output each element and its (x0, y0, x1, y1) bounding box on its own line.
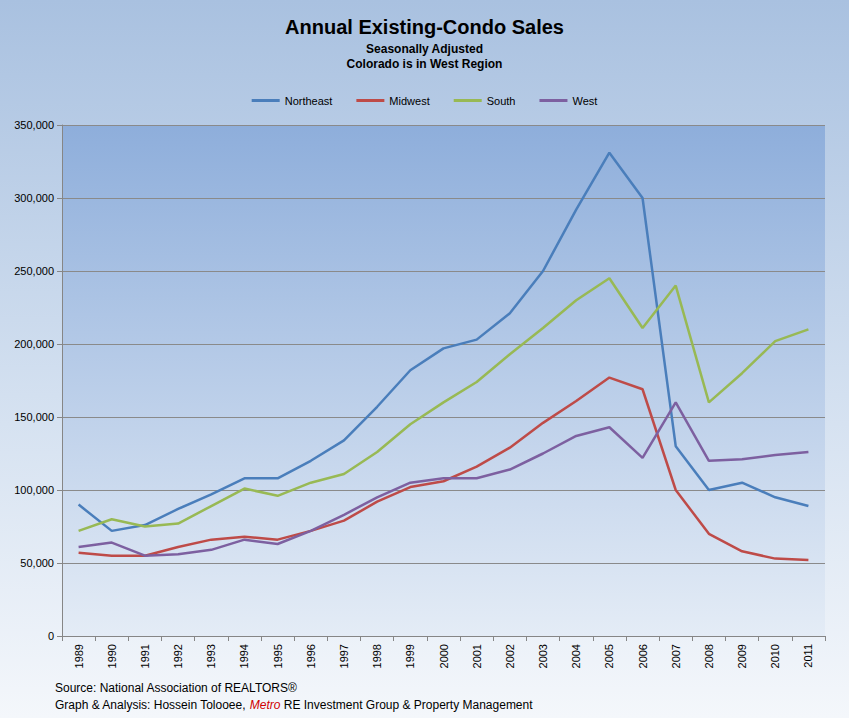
svg-text:Seasonally Adjusted: Seasonally Adjusted (366, 42, 483, 56)
svg-text:50,000: 50,000 (20, 557, 54, 569)
svg-text:250,000: 250,000 (14, 265, 54, 277)
svg-text:South: South (487, 95, 516, 107)
svg-text:100,000: 100,000 (14, 484, 54, 496)
svg-text:2005: 2005 (603, 644, 615, 668)
svg-text:2002: 2002 (504, 644, 516, 668)
svg-text:Northeast: Northeast (285, 95, 333, 107)
svg-text:1996: 1996 (305, 644, 317, 668)
svg-text:Graph & Analysis: Hossein Tolo: Graph & Analysis: Hossein Tolooee, (55, 698, 249, 712)
svg-text:1998: 1998 (371, 644, 383, 668)
svg-text:2009: 2009 (736, 644, 748, 668)
svg-text:Colorado is in West Region: Colorado is in West Region (347, 57, 503, 71)
svg-text:RE Investment Group & Property: RE Investment Group & Property Managemen… (280, 698, 533, 712)
svg-text:2008: 2008 (703, 644, 715, 668)
svg-text:2006: 2006 (637, 644, 649, 668)
svg-text:1991: 1991 (139, 644, 151, 668)
svg-text:200,000: 200,000 (14, 338, 54, 350)
svg-text:1992: 1992 (172, 644, 184, 668)
svg-text:West: West (572, 95, 597, 107)
svg-text:2000: 2000 (438, 644, 450, 668)
svg-text:Source: National Association o: Source: National Association of REALTORS… (55, 681, 297, 695)
svg-text:300,000: 300,000 (14, 192, 54, 204)
svg-text:1995: 1995 (272, 644, 284, 668)
svg-text:1997: 1997 (338, 644, 350, 668)
svg-text:0: 0 (48, 630, 54, 642)
svg-text:2010: 2010 (769, 644, 781, 668)
svg-text:1990: 1990 (106, 644, 118, 668)
svg-text:2004: 2004 (570, 644, 582, 668)
svg-text:150,000: 150,000 (14, 411, 54, 423)
svg-text:1994: 1994 (238, 644, 250, 668)
svg-text:2011: 2011 (802, 644, 814, 668)
svg-text:1993: 1993 (205, 644, 217, 668)
svg-text:Midwest: Midwest (389, 95, 429, 107)
svg-text:Metro: Metro (250, 698, 281, 712)
svg-text:2007: 2007 (670, 644, 682, 668)
svg-text:1999: 1999 (404, 644, 416, 668)
svg-text:Annual Existing-Condo Sales: Annual Existing-Condo Sales (285, 16, 564, 38)
svg-text:350,000: 350,000 (14, 119, 54, 131)
svg-text:2001: 2001 (471, 644, 483, 668)
svg-text:1989: 1989 (73, 644, 85, 668)
svg-text:2003: 2003 (537, 644, 549, 668)
